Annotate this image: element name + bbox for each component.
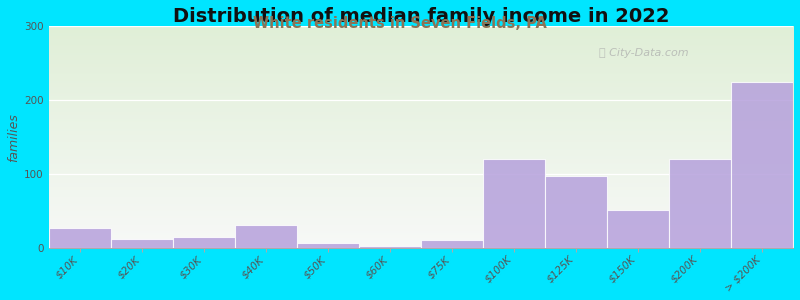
- Bar: [421, 239, 483, 248]
- Bar: [110, 239, 173, 248]
- Text: White residents in Seven Fields, PA: White residents in Seven Fields, PA: [253, 16, 547, 32]
- Bar: [49, 228, 110, 248]
- Bar: [607, 210, 669, 248]
- Bar: [669, 159, 731, 248]
- Bar: [297, 243, 358, 248]
- Bar: [545, 176, 607, 248]
- Bar: [173, 237, 234, 248]
- Text: ⓘ City-Data.com: ⓘ City-Data.com: [599, 48, 689, 58]
- Bar: [234, 225, 297, 248]
- Bar: [731, 82, 793, 248]
- Bar: [483, 159, 545, 248]
- Y-axis label: families: families: [7, 113, 20, 162]
- Title: Distribution of median family income in 2022: Distribution of median family income in …: [173, 7, 669, 26]
- Bar: [358, 246, 421, 248]
